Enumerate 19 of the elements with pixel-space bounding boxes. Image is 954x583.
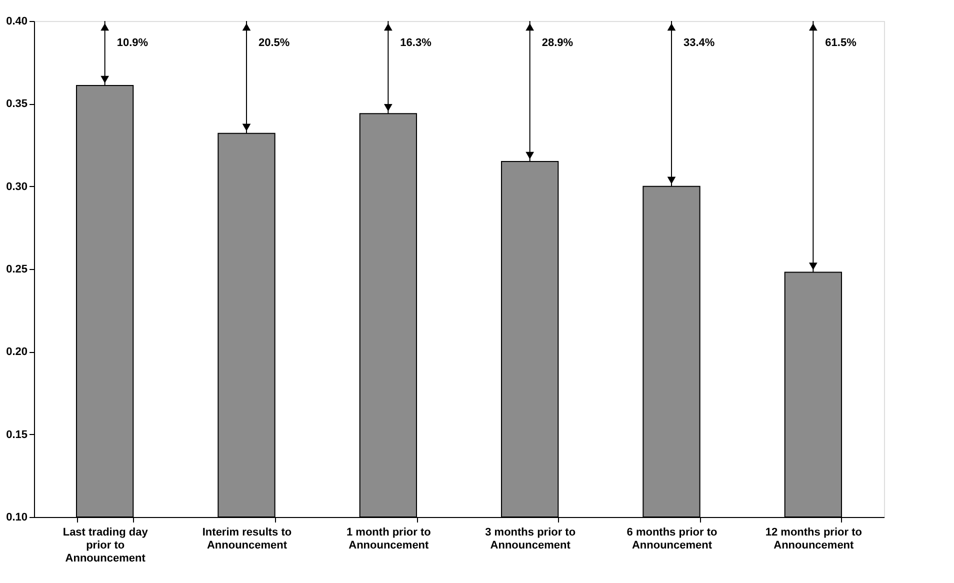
annotation: 28.9%	[542, 37, 574, 49]
x-tick-label: 3 months prior to Announcement	[485, 526, 576, 552]
annotation: 33.4%	[684, 37, 715, 49]
x-tick-label: 6 months prior to Announcement	[626, 526, 718, 552]
y-tick-label: 0.35	[6, 98, 28, 110]
y-tick-label: 0.20	[6, 346, 28, 358]
x-tick-label: 1 month prior to Announcement	[346, 526, 432, 552]
annotation: 20.5%	[258, 37, 290, 49]
y-tick-label: 0.30	[6, 180, 28, 193]
x-tick-label: Interim results to Announcement	[202, 526, 292, 552]
annotation: 16.3%	[400, 37, 432, 49]
y-tick-label: 0.25	[6, 264, 28, 276]
x-tick-label: 12 months prior to Announcement	[765, 526, 862, 552]
annotation: 61.5%	[825, 37, 857, 49]
y-tick-label: 0.15	[6, 428, 28, 441]
annotation: 10.9%	[116, 37, 148, 49]
y-tick-label: 0.40	[6, 16, 28, 28]
y-tick-label: 0.10	[6, 512, 28, 524]
x-tick-label: Last trading day prior to Announcement	[62, 526, 149, 564]
